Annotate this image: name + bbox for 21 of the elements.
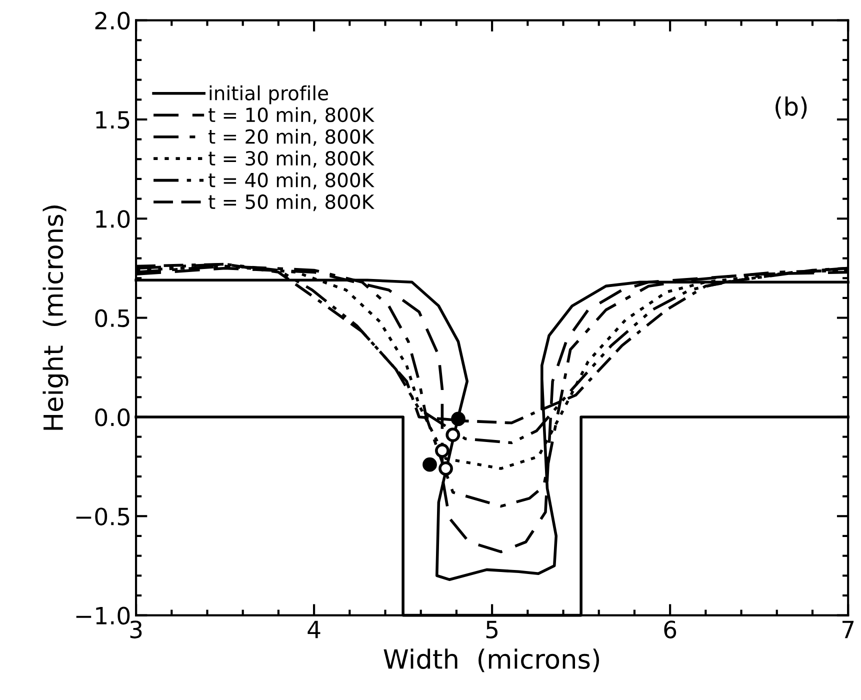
y-tick-label: 2.0: [95, 12, 130, 30]
x-tick-label: 7: [842, 620, 854, 638]
x-tick-label: 6: [664, 620, 676, 638]
legend-label: t = 50 min, 800K: [208, 194, 374, 212]
x-tick-label: 5: [486, 620, 498, 638]
annotation: (b): [776, 96, 807, 119]
y-tick-label: 0.0: [95, 408, 130, 426]
y-tick-label: −0.5: [76, 508, 130, 526]
x-tick-label: 4: [308, 620, 320, 638]
x-tick-label: 3: [130, 620, 142, 638]
x-axis-title: Width (microns): [384, 648, 600, 672]
y-tick-label: 1.0: [96, 210, 130, 228]
y-tick-label: −1.0: [76, 606, 130, 625]
legend-label: t = 20 min, 800K: [208, 128, 374, 146]
legend-label: initial profile: [210, 85, 328, 104]
y-tick-label: 1.5: [96, 111, 130, 129]
y-tick-label: 0.5: [95, 309, 130, 328]
y-axis-title: Height (microns): [42, 206, 68, 430]
legend-label: t = 40 min, 800K: [208, 172, 374, 190]
legend-label: t = 10 min, 800K: [208, 107, 374, 124]
legend-label: t = 30 min, 800K: [208, 150, 374, 168]
